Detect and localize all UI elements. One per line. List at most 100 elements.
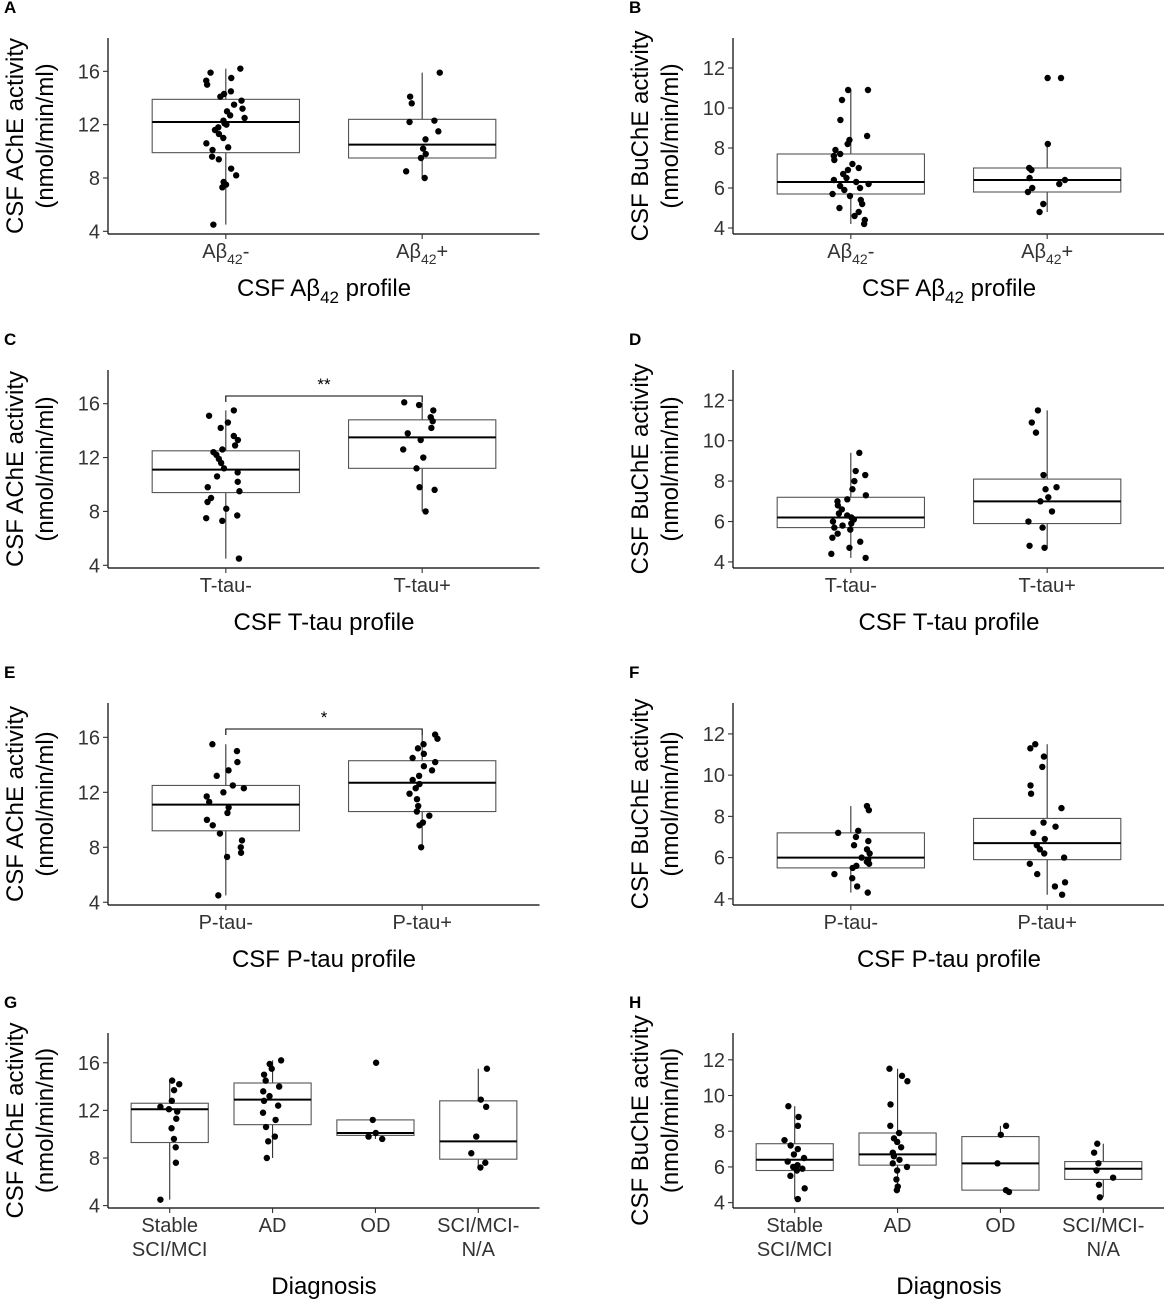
x-tick-label: SCI/MCI- <box>1062 1215 1144 1237</box>
data-point <box>205 412 213 419</box>
data-point <box>1061 176 1069 184</box>
data-point <box>994 1160 1001 1167</box>
data-point <box>1040 753 1048 760</box>
data-point <box>893 1167 901 1174</box>
significance-bracket <box>225 728 423 735</box>
data-point <box>430 407 437 414</box>
data-point <box>1027 782 1034 789</box>
data-point <box>865 837 872 845</box>
data-point <box>850 842 858 849</box>
data-point <box>896 1156 903 1163</box>
data-point <box>223 853 231 861</box>
data-point <box>903 1163 911 1171</box>
y-tick-label: 12 <box>78 448 100 470</box>
data-point <box>852 178 860 186</box>
x-tick-label: T-tau+ <box>394 575 451 597</box>
data-point <box>275 1083 283 1090</box>
data-point <box>887 1122 894 1130</box>
data-point <box>829 518 837 525</box>
data-point <box>408 100 415 107</box>
y-tick-label: 12 <box>703 724 725 746</box>
data-point <box>419 819 427 826</box>
data-point <box>1041 850 1048 857</box>
data-point <box>858 854 865 861</box>
box-iqr <box>347 419 497 469</box>
data-point <box>229 782 237 789</box>
data-point <box>838 506 846 513</box>
data-point <box>207 69 214 76</box>
data-point <box>855 208 862 216</box>
data-point <box>277 1057 285 1064</box>
data-point <box>422 508 429 515</box>
data-point <box>477 1096 484 1103</box>
data-point <box>428 767 436 774</box>
y-tick-label: 16 <box>78 61 100 83</box>
data-point <box>468 1150 475 1157</box>
box-iqr <box>776 832 926 869</box>
data-point <box>215 156 222 163</box>
y-tick-label: 16 <box>78 1053 100 1075</box>
data-point <box>863 846 871 853</box>
data-point <box>209 146 216 154</box>
data-point <box>220 117 227 124</box>
data-point <box>409 754 416 762</box>
data-point <box>260 1071 268 1078</box>
data-point <box>844 512 851 519</box>
data-point <box>863 132 871 140</box>
data-point <box>238 97 245 104</box>
data-point <box>841 186 848 194</box>
panel-d: D 4 6 8 10 12 CSF BuChE activity (nmol/min/ml) C… <box>627 330 1164 636</box>
data-point <box>1036 208 1043 216</box>
y-axis-title: CSF AChE activity <box>2 706 29 902</box>
y-axis-title: (nmol/min/ml) <box>32 63 59 208</box>
panel-letter: F <box>629 663 639 682</box>
data-point <box>228 74 235 82</box>
data-point <box>414 745 422 752</box>
x-tick-label: Aβ42- <box>202 241 249 267</box>
data-point <box>215 124 222 131</box>
data-point <box>219 446 226 453</box>
data-point <box>404 430 411 437</box>
data-point <box>237 844 244 851</box>
data-point <box>168 1077 176 1084</box>
data-point <box>477 1164 484 1171</box>
y-tick-label: 12 <box>78 782 100 804</box>
data-point <box>372 1059 380 1066</box>
data-point <box>830 176 838 184</box>
y-tick-label: 4 <box>714 552 725 574</box>
data-point <box>420 763 428 770</box>
data-point <box>852 833 860 841</box>
data-point <box>369 1116 376 1124</box>
y-axis-title: CSF AChE activity <box>2 371 29 567</box>
data-point <box>204 483 211 491</box>
data-point <box>415 772 423 780</box>
data-point <box>847 526 854 533</box>
data-point <box>836 204 843 212</box>
data-point <box>889 1160 896 1167</box>
data-point <box>209 822 216 829</box>
data-point <box>794 1145 801 1153</box>
data-point <box>1040 819 1047 826</box>
data-point <box>234 758 241 766</box>
data-point <box>225 767 232 774</box>
data-point <box>1034 407 1042 414</box>
x-tick-label: P-tau+ <box>392 912 451 934</box>
y-axis-title: CSF BuChE activity <box>627 31 654 242</box>
data-point <box>1060 854 1068 861</box>
y-tick-label: 8 <box>714 1121 725 1143</box>
data-point <box>795 1113 802 1121</box>
data-point <box>1095 1160 1102 1167</box>
data-point <box>1024 188 1032 196</box>
data-point <box>234 512 241 519</box>
data-point <box>890 1135 898 1142</box>
data-point <box>794 1161 801 1169</box>
x-tick-label: SCI/MCI <box>757 1239 833 1261</box>
data-point <box>1032 741 1039 748</box>
data-point <box>1057 74 1065 82</box>
data-point <box>1002 1186 1010 1194</box>
data-point <box>215 130 223 138</box>
data-point <box>236 488 243 495</box>
data-point <box>165 1105 173 1113</box>
data-point <box>209 741 216 748</box>
